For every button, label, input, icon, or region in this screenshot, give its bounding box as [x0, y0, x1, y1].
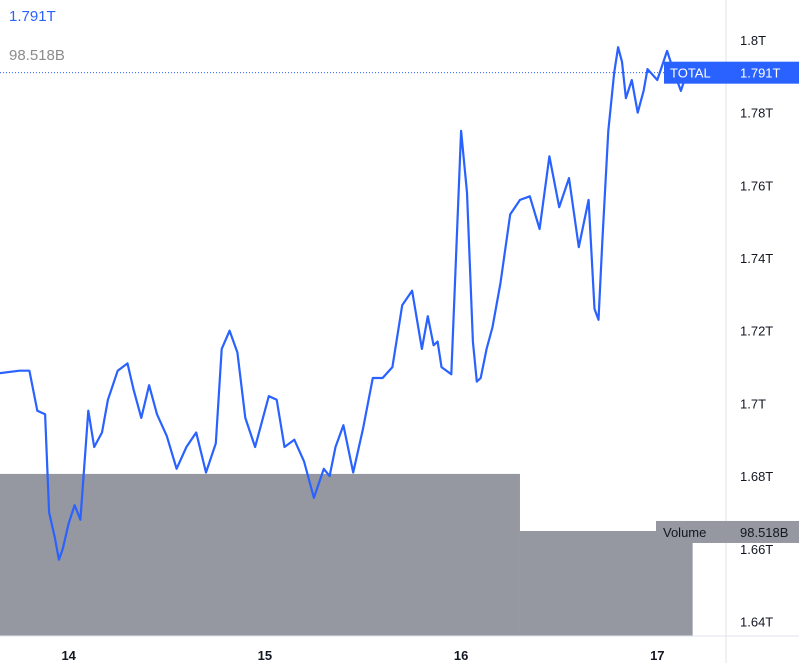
y-tick-label: 1.8T [740, 33, 766, 48]
y-tick-label: 1.74T [740, 251, 773, 266]
volume-label: Volume [663, 525, 706, 540]
series-line-total[interactable] [0, 46, 688, 561]
last-price-value: 1.791T [740, 66, 781, 81]
header-price: 1.791T [9, 8, 56, 25]
x-tick-label: 15 [258, 648, 272, 663]
header-volume: 98.518B [9, 47, 65, 64]
volume-badge [656, 520, 799, 543]
x-tick-label: 14 [61, 648, 76, 663]
y-tick-label: 1.76T [740, 178, 773, 193]
volume-bar-0 [0, 473, 520, 636]
y-tick-label: 1.66T [740, 542, 773, 557]
y-tick-label: 1.7T [740, 396, 766, 411]
x-tick-label: 17 [650, 648, 664, 663]
y-tick-label: 1.64T [740, 614, 773, 629]
last-price-badge [664, 61, 799, 84]
y-tick-label: 1.72T [740, 324, 773, 339]
y-tick-label: 1.68T [740, 469, 773, 484]
y-tick-label: 1.78T [740, 106, 773, 121]
x-tick-label: 16 [454, 648, 468, 663]
volume-bar-1 [519, 530, 693, 636]
volume-value: 98.518B [740, 525, 788, 540]
last-price-name: TOTAL [670, 66, 711, 81]
